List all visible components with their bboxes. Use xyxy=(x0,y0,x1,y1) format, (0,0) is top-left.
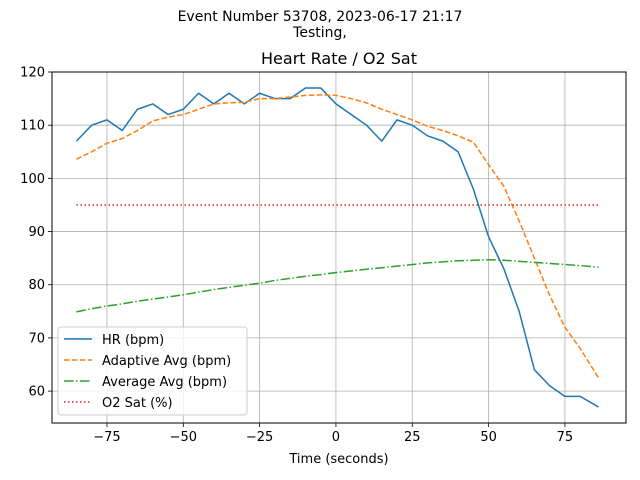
legend-box xyxy=(57,326,248,416)
x-tick-label: −25 xyxy=(246,430,273,445)
legend-entry-label: Adaptive Avg (bpm) xyxy=(102,354,231,369)
x-tick-label: −50 xyxy=(170,430,197,445)
y-tick-label: 110 xyxy=(20,119,45,134)
series-line-average-avg-bpm xyxy=(76,258,599,313)
x-tick-label: 0 xyxy=(332,430,340,445)
y-tick-label: 90 xyxy=(28,225,45,240)
y-tick-label: 100 xyxy=(20,172,45,187)
legend-entry-label: HR (bpm) xyxy=(102,333,164,348)
figure-suptitle-line1: Event Number 53708, 2023-06-17 21:17 xyxy=(177,9,463,25)
x-tick-label: 50 xyxy=(480,430,497,445)
legend-entry-label: Average Avg (bpm) xyxy=(102,375,227,390)
chart-title: Heart Rate / O2 Sat xyxy=(261,49,417,68)
x-tick-label: 25 xyxy=(404,430,421,445)
y-axis-ticks: 60 70 80 90 100 110 120 xyxy=(20,66,52,400)
x-axis-label: Time (seconds) xyxy=(288,452,388,467)
x-axis-ticks: −75 −50 −25 0 25 50 75 xyxy=(93,423,573,445)
y-tick-label: 60 xyxy=(28,385,45,400)
x-tick-label: 75 xyxy=(557,430,574,445)
legend: HR (bpm) Adaptive Avg (bpm) Average Avg (b… xyxy=(57,326,248,416)
legend-entry-label: O2 Sat (%) xyxy=(102,396,173,411)
y-tick-label: 120 xyxy=(20,66,45,81)
y-tick-label: 70 xyxy=(28,331,45,346)
series-line-adaptive-avg-bpm xyxy=(76,94,600,379)
plot-frame xyxy=(51,71,627,424)
y-tick-label: 80 xyxy=(28,278,45,293)
figure-suptitle-line2: Testing, xyxy=(293,25,347,41)
x-tick-label: −75 xyxy=(93,430,120,445)
series-lines xyxy=(75,87,600,408)
series-line-hr-bpm xyxy=(75,87,599,408)
